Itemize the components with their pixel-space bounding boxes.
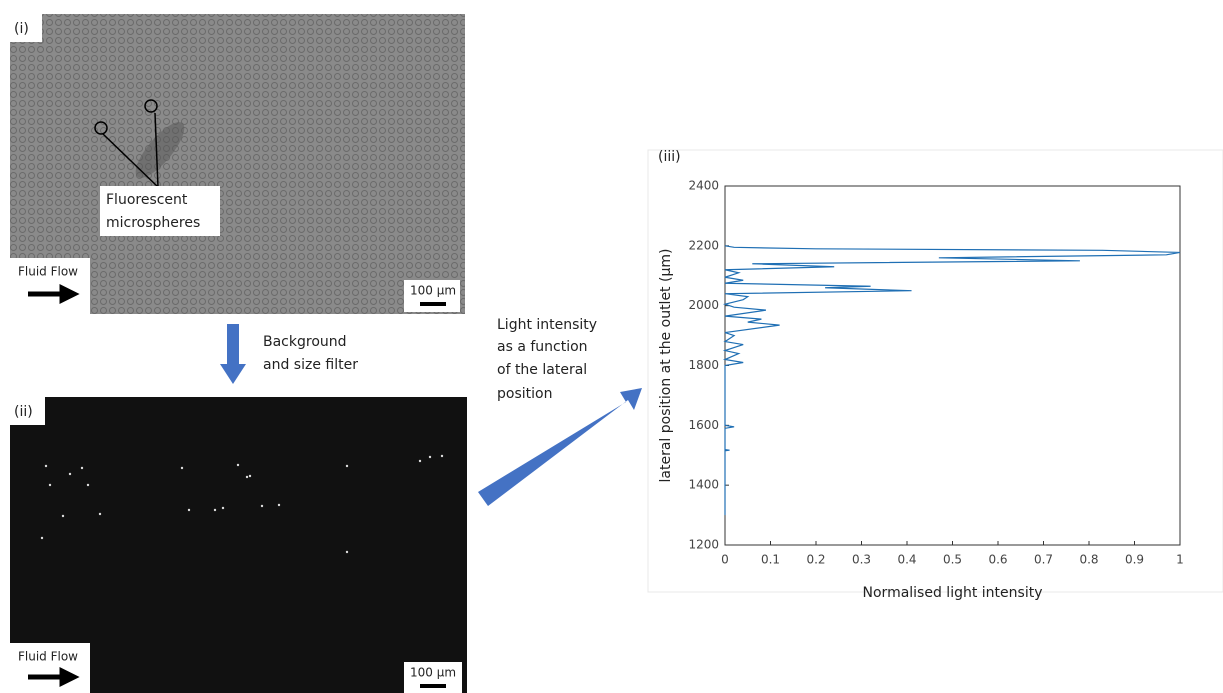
scale-box xyxy=(404,280,460,312)
particle xyxy=(187,508,191,512)
x-tick-label: 0.3 xyxy=(852,553,871,567)
y-tick-label: 2400 xyxy=(688,179,719,193)
particle xyxy=(236,463,240,467)
particle xyxy=(345,550,349,554)
step-text: Background xyxy=(263,334,347,350)
shadow xyxy=(135,122,185,178)
panel-label: (i) xyxy=(14,21,29,37)
annotation-box xyxy=(100,186,220,236)
plot-area xyxy=(724,185,1181,546)
y-tick-label: 2000 xyxy=(688,298,719,312)
particle xyxy=(248,474,252,478)
marker xyxy=(144,99,158,113)
y-tick-label: 1200 xyxy=(688,538,719,552)
marker xyxy=(94,121,108,135)
x-axis-label: Normalised light intensity xyxy=(863,585,1043,601)
particle xyxy=(418,459,422,463)
particle xyxy=(213,508,217,512)
particle xyxy=(68,472,72,476)
x-tick-label: 0.8 xyxy=(1079,553,1098,567)
particle xyxy=(98,512,102,516)
scale-label: 100 µm xyxy=(410,666,456,680)
x-tick-label: 0.6 xyxy=(988,553,1007,567)
x-tick-label: 0.7 xyxy=(1034,553,1053,567)
step-arrow xyxy=(220,324,246,384)
panel-label: (ii) xyxy=(14,404,33,420)
flow-box xyxy=(10,258,90,314)
y-axis-label: lateral position at the outlet (µm) xyxy=(658,249,674,483)
x-tick-label: 0.1 xyxy=(761,553,780,567)
label-box xyxy=(10,397,45,425)
flow-box xyxy=(10,643,90,693)
x-tick-label: 0.9 xyxy=(1125,553,1144,567)
step-text: and size filter xyxy=(263,357,358,373)
y-tick-label: 2200 xyxy=(688,238,719,252)
panel-label: (iii) xyxy=(658,149,681,165)
particle xyxy=(40,536,44,540)
particle xyxy=(428,455,432,459)
annotation: microspheres xyxy=(106,215,200,231)
x-tick-label: 1 xyxy=(1176,553,1184,567)
x-tick-label: 0.4 xyxy=(897,553,916,567)
scale-label: 100 µm xyxy=(410,284,456,298)
pointer xyxy=(102,133,159,188)
label-box xyxy=(10,14,42,42)
flow-arrow xyxy=(28,666,80,688)
particle xyxy=(245,475,249,479)
particle xyxy=(440,454,444,458)
y-tick-label: 1400 xyxy=(688,478,719,492)
particle xyxy=(277,503,281,507)
annotation: Fluorescent xyxy=(106,192,188,208)
flow-label: Fluid Flow xyxy=(18,265,78,279)
step-text: position xyxy=(497,386,552,402)
y-tick-label: 1800 xyxy=(688,358,719,372)
particle xyxy=(345,464,349,468)
y-tick-label: 1600 xyxy=(688,418,719,432)
pointer xyxy=(154,112,159,188)
x-tick-label: 0 xyxy=(721,553,729,567)
particle xyxy=(80,466,84,470)
particle xyxy=(260,504,264,508)
step-text: Light intensity xyxy=(497,317,597,333)
flow-label: Fluid Flow xyxy=(18,650,78,664)
x-tick-label: 0.2 xyxy=(806,553,825,567)
particle xyxy=(61,514,65,518)
step-text: of the lateral xyxy=(497,362,587,378)
step-text: as a function xyxy=(497,339,588,355)
intensity-line xyxy=(722,245,1181,516)
x-tick-label: 0.5 xyxy=(943,553,962,567)
flow-arrow xyxy=(28,283,80,305)
step-arrow xyxy=(478,388,642,506)
particle xyxy=(221,506,225,510)
particle xyxy=(48,483,52,487)
particle xyxy=(86,483,90,487)
particle xyxy=(44,464,48,468)
particle xyxy=(180,466,184,470)
